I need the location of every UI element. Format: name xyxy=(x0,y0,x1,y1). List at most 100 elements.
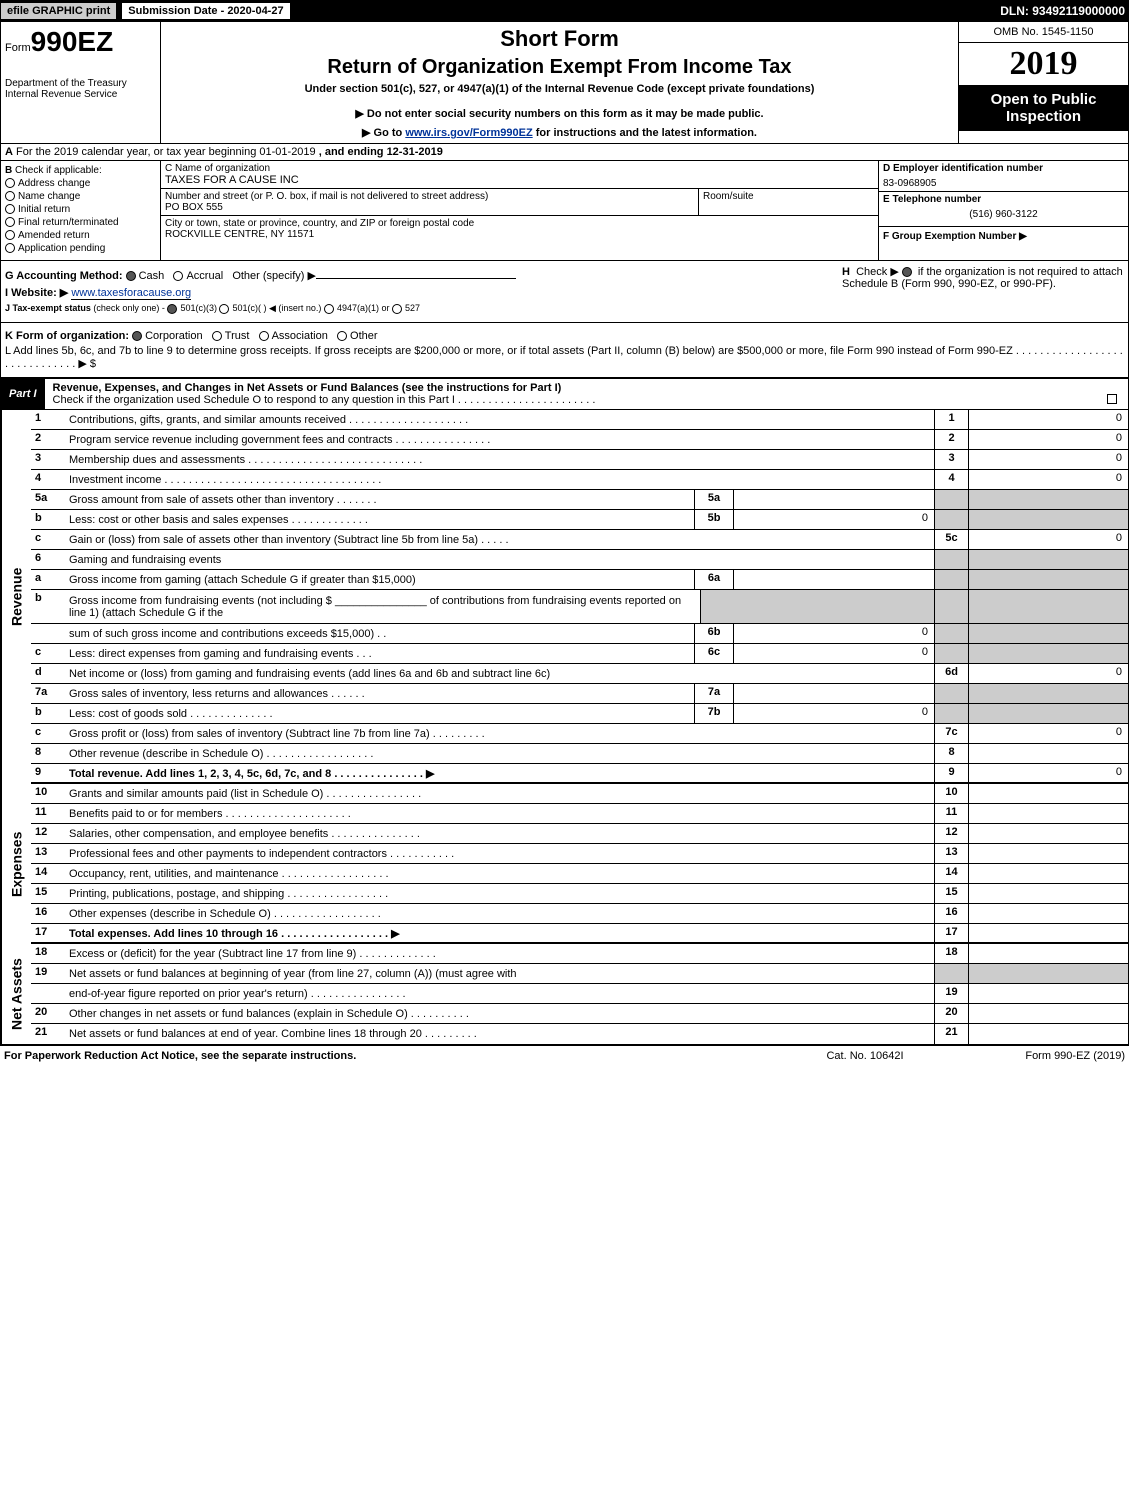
row-desc: Investment income . . . . . . . . . . . … xyxy=(65,470,934,489)
row-subval: 0 xyxy=(734,644,934,663)
row-num: 20 xyxy=(31,1004,65,1023)
irs-link[interactable]: www.irs.gov/Form990EZ xyxy=(405,127,532,139)
org-addr-value: PO BOX 555 xyxy=(165,202,694,213)
grp-label: F Group Exemption Number ▶ xyxy=(883,231,1027,242)
row-6d: dNet income or (loss) from gaming and fu… xyxy=(31,664,1128,684)
org-city-label: City or town, state or province, country… xyxy=(165,218,874,229)
row-7c: cGross profit or (loss) from sales of in… xyxy=(31,724,1128,744)
j-4947: 4947(a)(1) or xyxy=(337,303,390,313)
submission-date: Submission Date - 2020-04-27 xyxy=(121,2,290,20)
row-val-shade xyxy=(968,644,1128,663)
dept-treasury: Department of the Treasury xyxy=(5,78,156,89)
g-other: Other (specify) ▶ xyxy=(232,270,316,282)
row-desc: Gaming and fundraising events xyxy=(65,550,934,569)
ein-label: D Employer identification number xyxy=(879,161,1128,176)
row-desc: Total expenses. Add lines 10 through 16 … xyxy=(65,924,934,942)
revenue-side-label: Revenue xyxy=(1,410,31,784)
row-num: 15 xyxy=(31,884,65,903)
row-1: 1Contributions, gifts, grants, and simil… xyxy=(31,410,1128,430)
row-box: 2 xyxy=(934,430,968,449)
opt-address-change[interactable]: Address change xyxy=(5,178,156,189)
part1-header: Part I Revenue, Expenses, and Changes in… xyxy=(0,378,1129,410)
row-num: 11 xyxy=(31,804,65,823)
row-box: 11 xyxy=(934,804,968,823)
row-box: 20 xyxy=(934,1004,968,1023)
header-left: Form990EZ Department of the Treasury Int… xyxy=(1,22,161,143)
efile-print-button[interactable]: efile GRAPHIC print xyxy=(0,2,117,20)
radio-other-icon[interactable] xyxy=(337,331,347,341)
ein-label-text: D Employer identification number xyxy=(883,163,1043,174)
radio-assoc-icon[interactable] xyxy=(259,331,269,341)
h-checkbox-icon[interactable] xyxy=(902,267,912,277)
row-num: 13 xyxy=(31,844,65,863)
row-desc: Gross income from fundraising events (no… xyxy=(65,590,700,623)
row-subval xyxy=(734,684,934,703)
row-val: 0 xyxy=(968,470,1128,489)
opt-amended-return[interactable]: Amended return xyxy=(5,230,156,241)
opt-label: Amended return xyxy=(18,230,90,241)
radio-trust-icon[interactable] xyxy=(212,331,222,341)
row-desc: Less: cost or other basis and sales expe… xyxy=(65,510,694,529)
row-desc: Contributions, gifts, grants, and simila… xyxy=(65,410,934,429)
row-num: 2 xyxy=(31,430,65,449)
row-num: c xyxy=(31,724,65,743)
row-box: 15 xyxy=(934,884,968,903)
row-desc: Other expenses (describe in Schedule O) … xyxy=(65,904,934,923)
website-link[interactable]: www.taxesforacause.org xyxy=(71,287,191,300)
row-num: 12 xyxy=(31,824,65,843)
radio-501c3-icon[interactable] xyxy=(167,304,177,314)
room-label: Room/suite xyxy=(703,191,874,202)
g-label: G Accounting Method: xyxy=(5,270,123,282)
radio-527-icon[interactable] xyxy=(392,304,402,314)
row-5a: 5aGross amount from sale of assets other… xyxy=(31,490,1128,510)
omb-number: OMB No. 1545-1150 xyxy=(959,22,1128,43)
row-box: 5c xyxy=(934,530,968,549)
part1-tab: Part I xyxy=(1,385,45,403)
row-desc-bold: Total revenue. Add lines 1, 2, 3, 4, 5c,… xyxy=(69,767,434,780)
j-527: 527 xyxy=(405,303,420,313)
row-box-shade xyxy=(934,550,968,569)
radio-icon xyxy=(5,204,15,214)
top-bar: efile GRAPHIC print Submission Date - 20… xyxy=(0,0,1129,22)
row-19b: end-of-year figure reported on prior yea… xyxy=(31,984,1128,1004)
row-3: 3Membership dues and assessments . . . .… xyxy=(31,450,1128,470)
footer-mid: Cat. No. 10642I xyxy=(765,1050,965,1062)
line-h: H Check ▶ if the organization is not req… xyxy=(838,261,1128,322)
row-val: 0 xyxy=(968,430,1128,449)
row-subval xyxy=(734,570,934,589)
footer-right: Form 990-EZ (2019) xyxy=(965,1050,1125,1062)
row-num: 6 xyxy=(31,550,65,569)
row-box: 1 xyxy=(934,410,968,429)
ghij-left: G Accounting Method: Cash Accrual Other … xyxy=(1,261,838,322)
opt-name-change[interactable]: Name change xyxy=(5,191,156,202)
line-g: G Accounting Method: Cash Accrual Other … xyxy=(5,269,834,282)
row-num: 9 xyxy=(31,764,65,782)
row-val-shade xyxy=(968,590,1128,623)
form-subtitle: Under section 501(c), 527, or 4947(a)(1)… xyxy=(169,83,950,95)
radio-501c-icon[interactable] xyxy=(219,304,229,314)
line-a-text: For the 2019 calendar year, or tax year … xyxy=(16,146,316,158)
h-check-label: Check ▶ xyxy=(856,266,899,278)
row-num: 8 xyxy=(31,744,65,763)
row-val-shade xyxy=(968,490,1128,509)
opt-initial-return[interactable]: Initial return xyxy=(5,204,156,215)
row-box: 17 xyxy=(934,924,968,942)
opt-final-return[interactable]: Final return/terminated xyxy=(5,217,156,228)
row-sub: 5a xyxy=(694,490,734,509)
radio-cash-icon[interactable] xyxy=(126,271,136,281)
netassets-side-label: Net Assets xyxy=(1,944,31,1044)
radio-4947-icon[interactable] xyxy=(324,304,334,314)
row-box-shade xyxy=(934,644,968,663)
radio-accrual-icon[interactable] xyxy=(173,271,183,281)
row-num: c xyxy=(31,530,65,549)
part1-checkbox[interactable] xyxy=(1107,394,1117,404)
opt-application-pending[interactable]: Application pending xyxy=(5,243,156,254)
row-val-shade xyxy=(968,550,1128,569)
org-city-cell: City or town, state or province, country… xyxy=(161,216,878,260)
radio-icon xyxy=(5,217,15,227)
row-sub: 7a xyxy=(694,684,734,703)
row-sub: 6b xyxy=(694,624,734,643)
row-val xyxy=(968,1004,1128,1023)
radio-corp-icon[interactable] xyxy=(132,331,142,341)
row-19: 19Net assets or fund balances at beginni… xyxy=(31,964,1128,984)
